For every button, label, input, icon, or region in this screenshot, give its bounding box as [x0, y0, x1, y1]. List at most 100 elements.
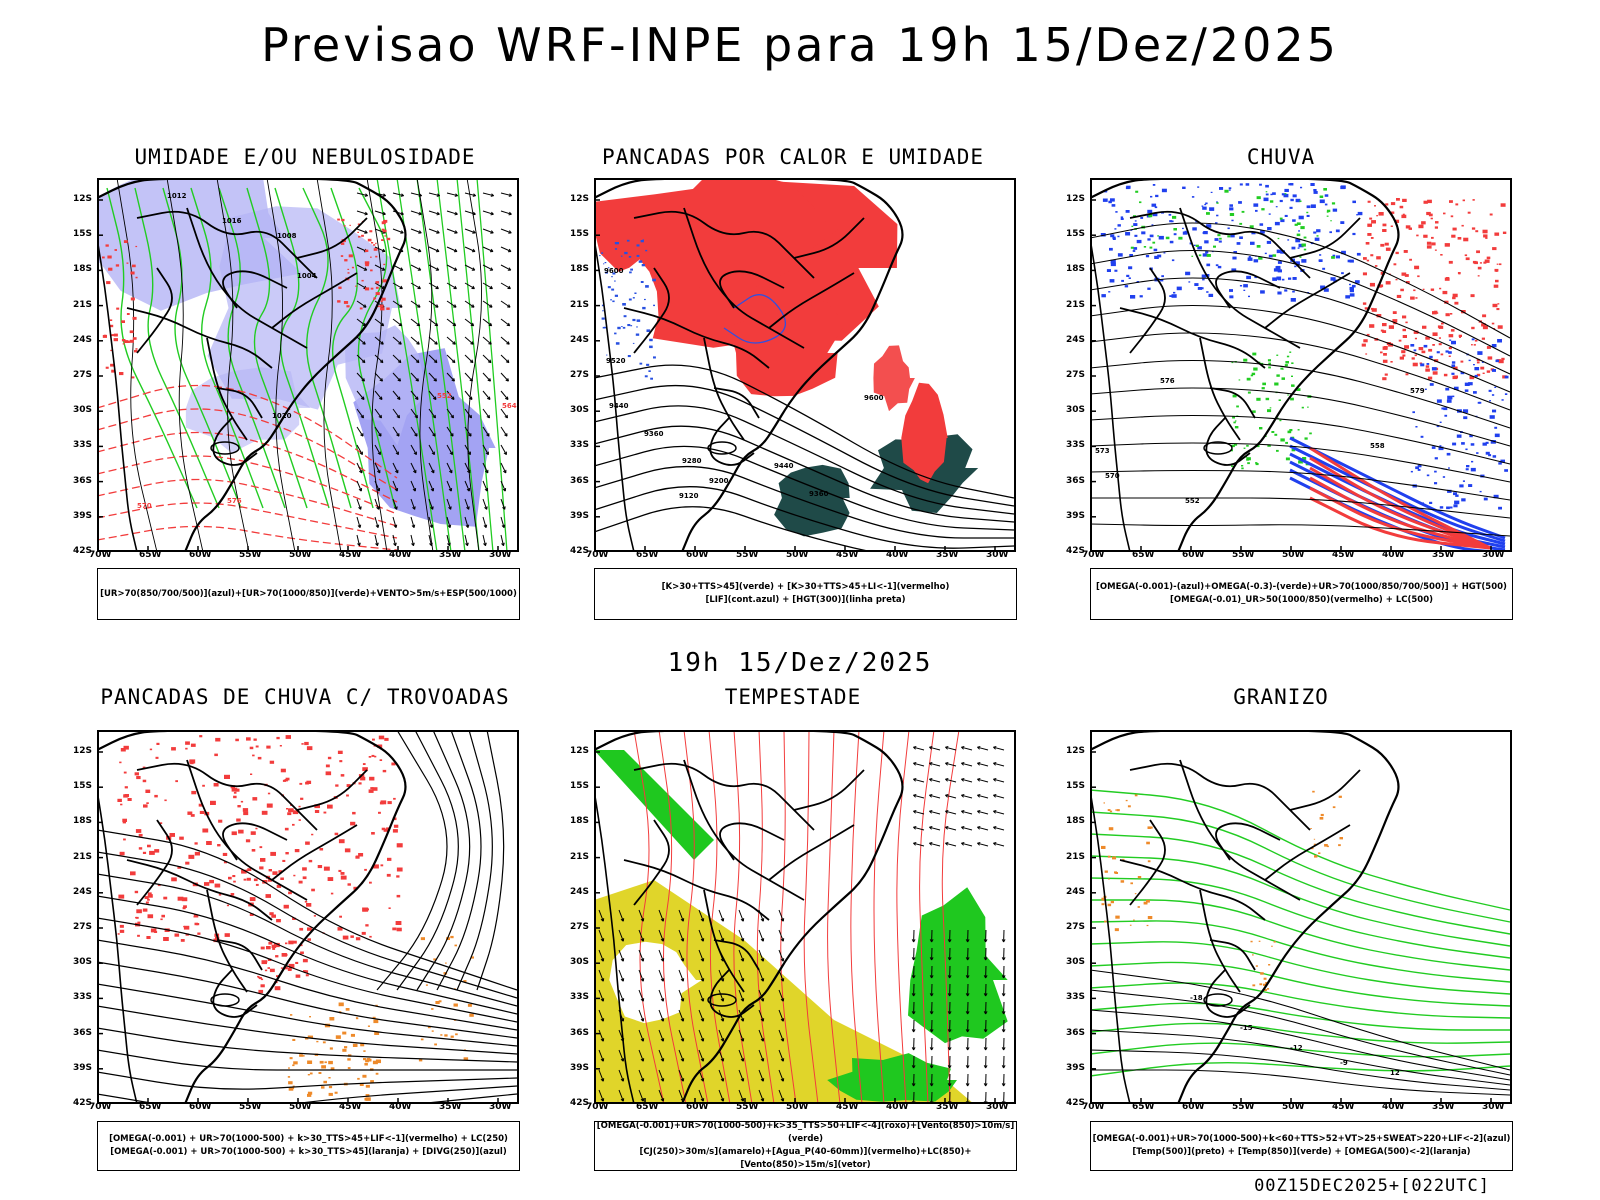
- precip-cell: [393, 797, 396, 800]
- precip-cell: [1405, 321, 1408, 324]
- precip-cell: [119, 924, 124, 928]
- contour-line: [1090, 523, 1511, 537]
- precip-cell: [307, 1091, 313, 1095]
- precip-cell: [148, 892, 152, 895]
- precip-cell: [1493, 494, 1499, 499]
- wind-vector: [778, 989, 784, 1002]
- precip-cell: [243, 811, 249, 816]
- precip-cell: [1262, 382, 1266, 386]
- precip-cell: [1450, 215, 1454, 218]
- lat-label: 42S: [570, 1098, 590, 1108]
- wind-vector-head: [361, 396, 365, 400]
- wind-vector: [410, 462, 417, 474]
- precip-cell: [199, 735, 203, 738]
- precip-cell: [1130, 246, 1134, 249]
- precip-cell: [1421, 221, 1426, 225]
- wind-vector-head: [983, 1083, 988, 1087]
- precip-cell: [132, 337, 137, 340]
- wind-vector: [698, 909, 704, 922]
- panel-umidade: UMIDADE E/OU NEBULOSIDADE: [70, 145, 540, 645]
- legend-tempestade: [OMEGA(-0.001)+UR>70(1000-500)+k>35_TTS>…: [594, 1121, 1017, 1171]
- precip-cell: [1111, 204, 1116, 207]
- precip-cell: [307, 1035, 311, 1038]
- precip-cell: [614, 248, 618, 250]
- wind-vector-head: [400, 211, 404, 216]
- lon-label: 45W: [339, 550, 362, 560]
- wind-vector: [464, 444, 471, 455]
- wind-vector-head: [414, 414, 418, 419]
- wind-vector: [500, 408, 508, 419]
- precip-cell: [1483, 234, 1488, 238]
- state-border: [623, 859, 770, 921]
- wind-vector: [464, 192, 476, 197]
- lat-label: 12S: [73, 194, 93, 204]
- wind-vector-head: [780, 978, 785, 982]
- precip-cell: [388, 907, 391, 909]
- wind-vector-head: [620, 998, 625, 1002]
- precip-cell: [632, 297, 635, 299]
- state-border: [633, 762, 815, 831]
- wind-vector-head: [433, 359, 438, 364]
- precip-cell: [1276, 265, 1281, 269]
- precip-cell: [255, 745, 259, 748]
- precip-cell: [1429, 383, 1434, 386]
- precip-cell: [1491, 394, 1495, 396]
- precip-cell: [119, 761, 122, 764]
- precip-cell: [335, 1035, 341, 1039]
- wind-vector-head: [357, 524, 362, 528]
- fill-area: [345, 325, 426, 446]
- precip-cell: [632, 318, 636, 322]
- precip-cell: [1476, 361, 1480, 364]
- state-border: [1129, 819, 1166, 906]
- wind-vector-head: [929, 1029, 934, 1033]
- precip-cell: [620, 255, 623, 257]
- wind-vector-head: [620, 958, 625, 962]
- wind-vector: [658, 1089, 664, 1102]
- precip-cell: [1107, 903, 1112, 907]
- wind-vector: [618, 989, 624, 1002]
- precip-cell: [288, 891, 292, 895]
- precip-cell: [1467, 211, 1471, 214]
- wind-vector-head: [381, 248, 386, 253]
- precip-cell: [1216, 214, 1219, 217]
- contour-line: [1090, 359, 1511, 429]
- lon-label: 35W: [439, 550, 462, 560]
- lake-border: [210, 441, 240, 455]
- wind-vector-head: [700, 1098, 705, 1102]
- wind-vector: [929, 826, 941, 831]
- precip-cell: [1448, 347, 1452, 350]
- wind-vector: [374, 282, 385, 290]
- precip-cell: [1252, 410, 1256, 413]
- wind-vector-head: [396, 433, 400, 437]
- wind-vector: [738, 929, 744, 942]
- precip-cell: [330, 1067, 335, 1070]
- wind-vector-head: [395, 469, 399, 474]
- precip-cell: [1127, 805, 1131, 808]
- precip-cell: [1418, 347, 1424, 351]
- precip-cell: [123, 838, 126, 841]
- wind-vector-head: [740, 1078, 745, 1082]
- precip-cell: [233, 791, 237, 794]
- precip-cell: [1298, 230, 1300, 232]
- wind-vector-head: [740, 1038, 745, 1042]
- contour-label: 576: [227, 497, 242, 505]
- precip-cell: [1253, 203, 1259, 207]
- wind-vector-head: [432, 433, 436, 437]
- precip-cell: [321, 1086, 325, 1089]
- contour-line: [1090, 442, 1511, 483]
- precip-cell: [228, 876, 232, 880]
- precip-cell: [328, 1092, 333, 1096]
- precip-cell: [373, 297, 377, 300]
- precip-cell: [1430, 217, 1433, 220]
- precip-cell: [391, 762, 396, 766]
- lon-label: 40W: [389, 550, 412, 560]
- precip-cell: [1173, 233, 1177, 236]
- precip-cell: [1494, 386, 1497, 388]
- precip-cell: [1290, 397, 1294, 401]
- wind-vector: [618, 949, 624, 962]
- precip-cell: [1294, 265, 1297, 268]
- precip-cell: [344, 1046, 348, 1049]
- contour-label: 1012: [167, 192, 187, 200]
- contour-line: [1090, 789, 1511, 911]
- state-border: [1205, 969, 1251, 1018]
